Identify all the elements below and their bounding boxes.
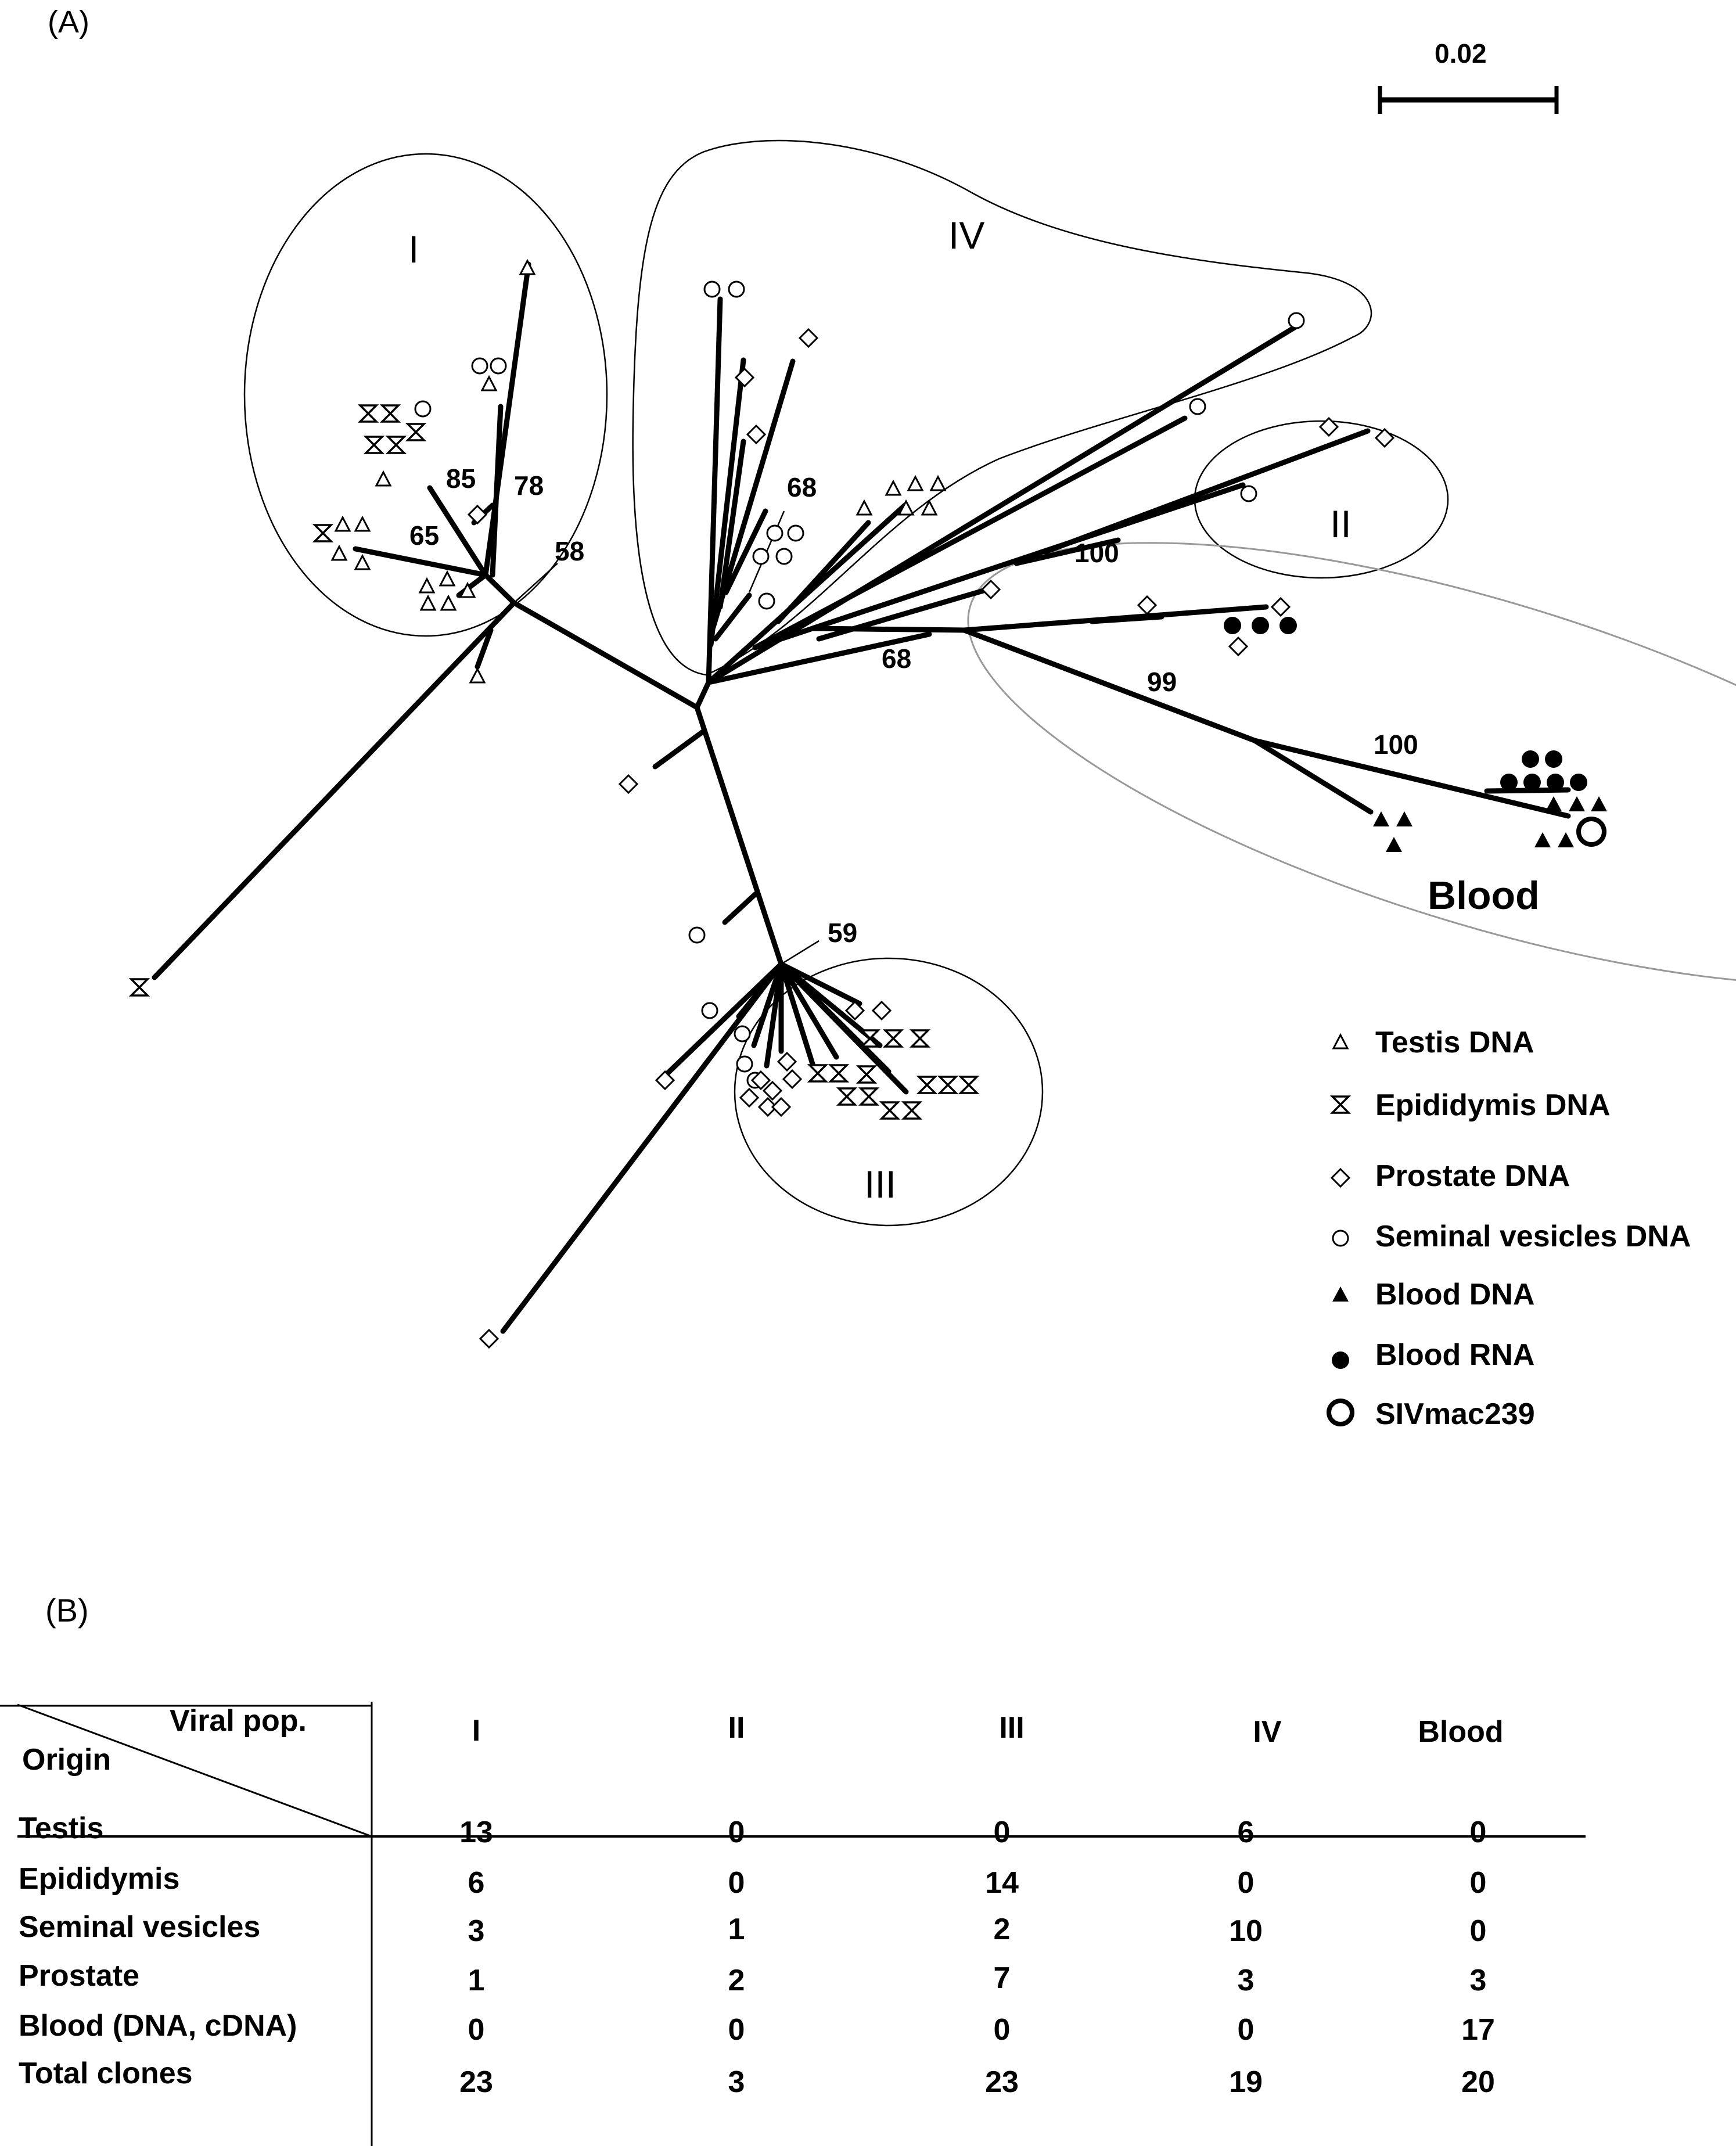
legend: Testis DNA Epididymis DNA Prostate DNA S…: [1327, 1026, 1691, 1431]
clade-label-i: I: [408, 228, 419, 271]
legend-label: Prostate DNA: [1375, 1159, 1570, 1193]
row-label: Epididymis: [19, 1862, 180, 1896]
column-header: I: [472, 1714, 481, 1748]
column-header: IV: [1253, 1715, 1282, 1749]
table-cell: 1: [728, 1913, 745, 1946]
bootstrap-label: 85: [446, 463, 476, 494]
table-cell: 0: [728, 1816, 745, 1849]
table-cell: 19: [1229, 2065, 1263, 2099]
row-label: Testis: [19, 1811, 104, 1845]
bootstrap-label: 68: [882, 644, 911, 674]
table-cell: 0: [1469, 1866, 1487, 1900]
tip-symbols: [130, 260, 1607, 1349]
column-header: III: [999, 1711, 1025, 1745]
clade-label-iii: III: [864, 1163, 896, 1206]
panel-b-label: (B): [45, 1592, 89, 1629]
column-header: II: [728, 1711, 745, 1745]
table-cell: 6: [468, 1866, 485, 1900]
clade-iii-outline: [734, 957, 1044, 1227]
table-cell: 3: [728, 2065, 745, 2099]
table-cell: 23: [985, 2065, 1019, 2099]
panel-a-label: (A): [48, 5, 89, 39]
corner-header-origin: Origin: [22, 1743, 112, 1777]
table-cell: 0: [1237, 2013, 1255, 2047]
row-label: Seminal vesicles: [19, 1910, 261, 1944]
clade-label-blood: Blood: [1428, 874, 1540, 918]
table-cell: 0: [1237, 1866, 1255, 1900]
clade-blood-outline: [967, 542, 1736, 986]
table-lines: [0, 1702, 1586, 2146]
clade-i-outline: [243, 153, 608, 637]
tree-branches: [152, 261, 1571, 1334]
bootstrap-label: 78: [514, 470, 544, 501]
bootstrap-label: 59: [828, 918, 857, 948]
table-cell: 10: [1229, 1914, 1263, 1948]
bootstrap-label: 58: [555, 536, 584, 566]
clade-iv-outline: [632, 139, 1372, 676]
clade-ii-outline: [1194, 420, 1449, 579]
bootstrap-label: 68: [787, 472, 817, 502]
table-cell: 14: [985, 1866, 1019, 1900]
table-cell: 0: [993, 2013, 1011, 2047]
legend-label: Epididymis DNA: [1375, 1088, 1611, 1122]
table-cell: 2: [993, 1913, 1011, 1946]
bootstrap-pointers: [513, 511, 820, 965]
table-cell: 7: [993, 1961, 1011, 1995]
table-cell: 17: [1461, 2013, 1495, 2047]
table-cell: 0: [1469, 1914, 1487, 1948]
column-header: Blood: [1418, 1715, 1504, 1749]
table-cell: 3: [468, 1914, 485, 1948]
legend-label: SIVmac239: [1375, 1397, 1535, 1431]
phylogenetic-tree: (A) 0.02 I II III IV Blood: [48, 5, 1736, 1431]
table-cell: 0: [728, 2013, 745, 2047]
table-cell: 13: [459, 1816, 493, 1849]
legend-label: Seminal vesicles DNA: [1375, 1220, 1691, 1253]
row-label: Blood (DNA, cDNA): [19, 2009, 297, 2043]
table-cell: 3: [1237, 1964, 1255, 1997]
scale-bar: 0.02: [1378, 38, 1559, 114]
table-cell: 0: [993, 1816, 1011, 1849]
clade-label-ii: II: [1330, 502, 1352, 545]
table-cell: 23: [459, 2065, 493, 2099]
table-cell: 1: [468, 1964, 485, 1997]
clade-label-iv: IV: [948, 214, 984, 257]
bootstrap-label: 65: [409, 520, 439, 551]
bootstrap-label: 100: [1074, 538, 1119, 568]
corner-header-viral-pop: Viral pop.: [170, 1704, 307, 1738]
legend-label: Blood RNA: [1375, 1338, 1534, 1372]
scale-bar-label: 0.02: [1435, 38, 1487, 69]
legend-label: Testis DNA: [1375, 1026, 1534, 1059]
table-cell: 2: [728, 1964, 745, 1997]
legend-label: Blood DNA: [1375, 1278, 1534, 1311]
bootstrap-label: 99: [1147, 667, 1177, 697]
table-cell: 0: [1469, 1816, 1487, 1849]
bootstrap-label: 100: [1374, 729, 1418, 760]
table-cell: 3: [1469, 1964, 1487, 1997]
table-cell: 0: [468, 2013, 485, 2047]
table-cell: 20: [1461, 2065, 1495, 2099]
table-cell: 6: [1237, 1816, 1255, 1849]
row-label: Prostate: [19, 1959, 140, 1993]
row-label: Total clones: [19, 2057, 193, 2090]
table-cell: 0: [728, 1866, 745, 1900]
